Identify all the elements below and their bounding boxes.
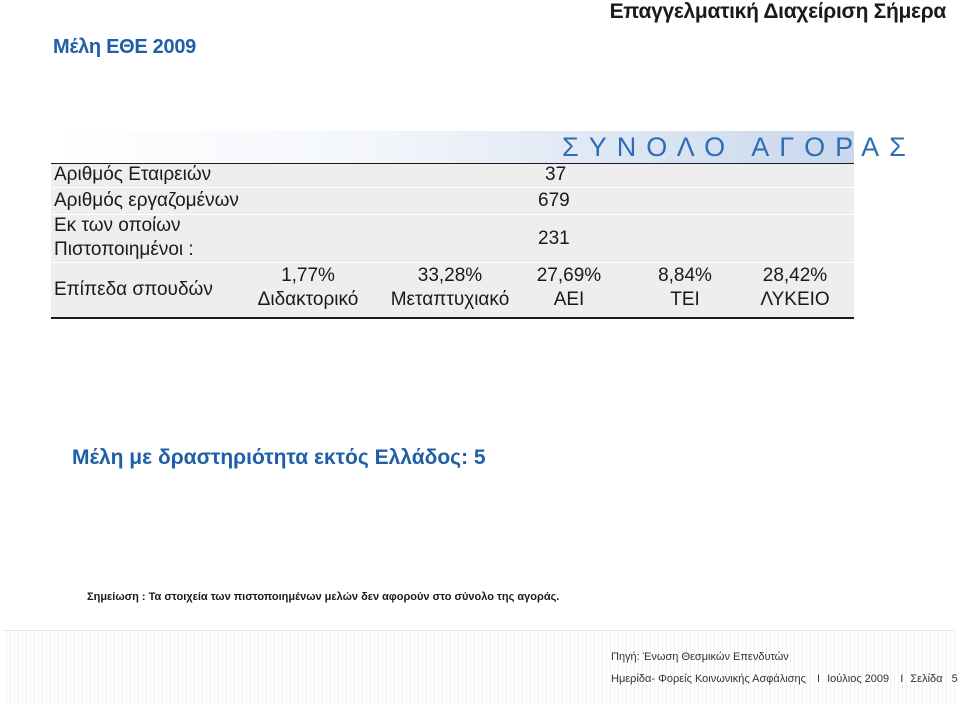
footer-separator: I (900, 673, 904, 685)
education-name-aei: ΑΕΙ (553, 289, 585, 310)
row-divider (51, 187, 854, 188)
row-value-companies: 37 (545, 164, 567, 185)
row-label-employees: Αριθμός εργαζομένων (54, 190, 239, 211)
table-bottom-border (51, 317, 854, 319)
education-name-tei: ΤΕΙ (670, 289, 700, 310)
footnote: Σημείωση : Τα στοιχεία των πιστοποιημένω… (87, 591, 560, 603)
footer-date: Ιούλιος 2009 (827, 673, 890, 685)
footer-separator: I (816, 673, 821, 685)
education-pct-lykeio: 28,42% (762, 265, 828, 286)
row-divider (51, 262, 854, 263)
section-title: Μέλη ΕΘΕ 2009 (53, 36, 196, 58)
table-body-shade (51, 164, 854, 317)
footer-event: Ημερίδα- Φορείς Κοινωνικής Ασφάλισης (611, 673, 806, 685)
members-abroad-note: Μέλη με δραστηριότητα εκτός Ελλάδος: 5 (72, 446, 486, 469)
table-header-band (51, 131, 854, 163)
education-pct-aei: 27,69% (536, 265, 602, 286)
row-label-certified-line2: Πιστοποιημένοι : (54, 239, 194, 260)
education-pct-masters: 33,28% (417, 265, 483, 286)
header-divider (51, 163, 854, 164)
row-divider (51, 214, 854, 215)
row-label-companies: Αριθμός Εταιρειών (54, 164, 212, 185)
presentation-title: Επαγγελματική Διαχείριση Σήμερα (609, 0, 947, 23)
education-name-masters: Μεταπτυχιακό (390, 289, 510, 310)
education-pct-doctorate: 1,77% (281, 265, 335, 286)
row-label-certified-line1: Εκ των οποίων (54, 215, 181, 236)
footer-info: Ημερίδα- Φορείς Κοινωνικής Ασφάλισης I Ι… (611, 673, 960, 685)
source-credit: Πηγή: Ένωση Θεσμικών Επενδυτών (611, 651, 789, 663)
footer-band (3, 630, 955, 704)
education-pct-tei: 8,84% (658, 265, 712, 286)
row-value-certified: 231 (538, 228, 570, 249)
education-name-doctorate: Διδακτορικό (257, 289, 359, 310)
row-value-employees: 679 (538, 190, 570, 211)
footer-page-number: Σελίδα 5 (910, 673, 958, 685)
table-column-header: ΣΥΝΟΛΟ ΑΓΟΡΑΣ (562, 132, 916, 162)
education-label: Επίπεδα σπουδών (54, 279, 213, 300)
education-name-lykeio: ΛΥΚΕΙΟ (760, 289, 830, 310)
